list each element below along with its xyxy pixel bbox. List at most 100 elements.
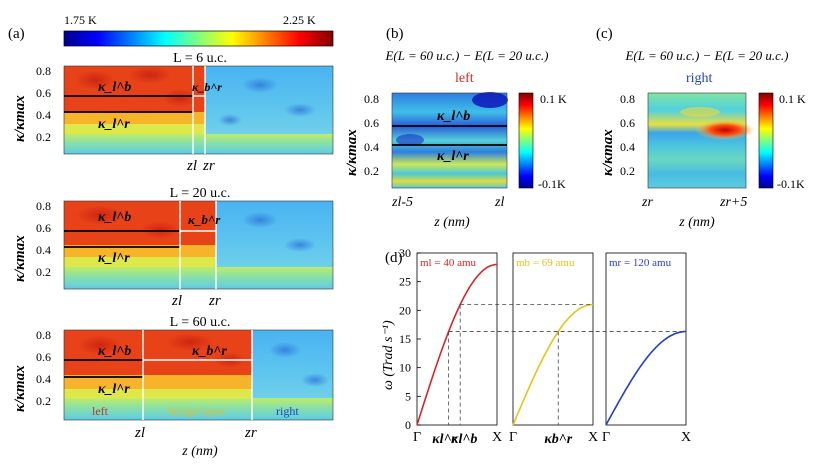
ytick-mid-0.2: 0.2 bbox=[36, 265, 51, 279]
panel-c-cb-min: -0.1K bbox=[777, 177, 805, 191]
ytick-mid-0.6: 0.6 bbox=[36, 221, 51, 235]
xtick-gamma-bridge: Γ bbox=[509, 430, 517, 445]
zr-label-bot: zr bbox=[244, 425, 257, 441]
panel-c-xtick-left: zr bbox=[641, 195, 653, 210]
kappa-br-label-top: κ_b^r bbox=[192, 80, 222, 94]
panel-b-map bbox=[391, 92, 508, 189]
panel-c-xtick-right: zr+5 bbox=[719, 195, 747, 210]
panel-c-title: E(L = 60 u.c.) − E(L = 20 u.c.) bbox=[624, 48, 788, 63]
ytick-label-25: 25 bbox=[399, 275, 411, 289]
xlabel-kappa-lr: κl^r bbox=[432, 432, 457, 447]
xtick-x-bridge: X bbox=[588, 430, 598, 445]
xtick-x-left: X bbox=[492, 430, 502, 445]
kappa-lb-label-top: κ_l^b bbox=[98, 80, 131, 95]
panel-b-title: E(L = 60 u.c.) − E(L = 20 u.c.) bbox=[384, 48, 548, 63]
svg-text:0.8: 0.8 bbox=[620, 92, 635, 106]
ytick-mid-0.4: 0.4 bbox=[36, 243, 51, 257]
ytick-top-0.4: 0.4 bbox=[36, 108, 51, 122]
panel-label-c: (c) bbox=[596, 26, 613, 42]
kappa-lr-label-top: κ_l^r bbox=[98, 117, 130, 132]
panel-c-colorbar bbox=[758, 92, 774, 189]
svg-text:0.8: 0.8 bbox=[364, 92, 379, 106]
panel-b-xtick-right: zl bbox=[494, 195, 504, 210]
region-right-label: right bbox=[276, 404, 299, 418]
zl-label-mid: zl bbox=[171, 293, 182, 309]
panel-b-cb-min: -0.1K bbox=[538, 177, 566, 191]
panel-a-bot-title: L = 60 u.c. bbox=[170, 315, 231, 330]
ytick-bot-0.4: 0.4 bbox=[36, 372, 51, 386]
panel-b-kappa-r: κ_l^r bbox=[437, 149, 469, 164]
svg-text:0.6: 0.6 bbox=[620, 116, 635, 130]
kappa-lr-label-mid: κ_l^r bbox=[98, 251, 130, 266]
panel-c-xlabel: z (nm) bbox=[678, 215, 715, 230]
panel-b-kappa-b: κ_l^b bbox=[437, 109, 470, 124]
colorbar-max-label: 2.25 K bbox=[283, 13, 316, 27]
zr-label-mid: zr bbox=[208, 293, 221, 309]
ytick-bot-0.6: 0.6 bbox=[36, 350, 51, 364]
panel-c-side: right bbox=[686, 71, 713, 86]
mass-label-left: ml = 40 amu bbox=[420, 257, 477, 269]
panel-b-ylabel: κ/κmax bbox=[344, 129, 360, 176]
svg-text:0.4: 0.4 bbox=[620, 140, 635, 154]
panel-b-colorbar bbox=[518, 92, 534, 189]
svg-text:0.6: 0.6 bbox=[364, 116, 379, 130]
dispersion-box-bridge bbox=[512, 252, 594, 426]
dispersion-box-left bbox=[416, 252, 498, 426]
ytick-bot-0.8: 0.8 bbox=[36, 328, 51, 342]
panel-d-ylabel: ω (Trad s⁻¹) bbox=[381, 320, 396, 390]
ytick-label-15: 15 bbox=[399, 332, 411, 346]
colorbar-main bbox=[63, 30, 334, 47]
region-bridge-label: bridge layer bbox=[168, 404, 226, 418]
panel-a-mid-map bbox=[63, 200, 334, 290]
kappa-lb-label-mid: κ_l^b bbox=[98, 210, 131, 225]
ylabel-mid: κ/κmax bbox=[12, 235, 28, 282]
panel-a-bot-map bbox=[63, 329, 334, 421]
svg-text:0.4: 0.4 bbox=[364, 140, 379, 154]
panel-a-mid-title: L = 20 u.c. bbox=[170, 186, 231, 201]
ylabel-bot: κ/κmax bbox=[12, 365, 28, 412]
panel-b-xlabel: z (nm) bbox=[433, 215, 470, 230]
panel-a-top-map bbox=[63, 65, 334, 155]
kappa-lb-label-bot: κ_l^b bbox=[98, 344, 131, 359]
panel-b-yticks: 0.8 0.6 0.4 0.2 bbox=[364, 92, 379, 178]
panel-b-xtick-left: zl-5 bbox=[391, 195, 413, 210]
panel-c-yticks: 0.8 0.6 0.4 0.2 bbox=[620, 92, 635, 178]
panel-label-a: (a) bbox=[8, 26, 25, 42]
panel-c-map bbox=[647, 92, 755, 189]
ytick-top-0.2: 0.2 bbox=[36, 130, 51, 144]
xtick-gamma-left: Γ bbox=[413, 430, 421, 445]
dispersion-curve-left bbox=[416, 263, 498, 426]
panel-b-side: left bbox=[455, 71, 474, 86]
ylabel-top: κ/κmax bbox=[12, 95, 28, 142]
panel-b-cb-max: 0.1 K bbox=[540, 92, 567, 106]
zl-label-bot: zl bbox=[134, 425, 145, 441]
ytick-bot-0.2: 0.2 bbox=[36, 394, 51, 408]
xlabel-kappa-br: κb^r bbox=[544, 432, 572, 447]
xtick-gamma-right: Γ bbox=[602, 430, 610, 445]
kappa-br-label-mid: κ_b^r bbox=[188, 212, 221, 227]
panel-a-top-title: L = 6 u.c. bbox=[173, 51, 227, 66]
mass-label-bridge: mb = 69 amu bbox=[516, 257, 575, 269]
ytick-mid-0.8: 0.8 bbox=[36, 199, 51, 213]
xtick-x-right: X bbox=[681, 430, 691, 445]
kappa-lr-label-bot: κ_l^r bbox=[98, 382, 130, 397]
ytick-label-0: 0 bbox=[405, 418, 411, 432]
svg-text:0.2: 0.2 bbox=[364, 164, 379, 178]
mass-label-right: mr = 120 amu bbox=[609, 257, 672, 269]
panel-a-yticks: 0.8 0.6 0.4 0.2 0.8 0.6 0.4 0.2 0.8 0.6 … bbox=[36, 64, 51, 408]
zr-label-top: zr bbox=[202, 158, 215, 174]
dispersion-curve-right bbox=[605, 330, 687, 426]
panel-c-ylabel: κ/κmax bbox=[600, 129, 616, 176]
svg-text:0.2: 0.2 bbox=[620, 164, 635, 178]
panel-label-b: (b) bbox=[386, 26, 404, 42]
zl-label-top: zl bbox=[186, 158, 197, 174]
panel-a-xlabel: z (nm) bbox=[181, 444, 218, 459]
region-left-label: left bbox=[92, 404, 109, 418]
dispersion-box-right bbox=[605, 252, 687, 426]
ytick-top-0.8: 0.8 bbox=[36, 64, 51, 78]
panel-c-cb-max: 0.1 K bbox=[779, 92, 806, 106]
ytick-label-10: 10 bbox=[399, 361, 411, 375]
